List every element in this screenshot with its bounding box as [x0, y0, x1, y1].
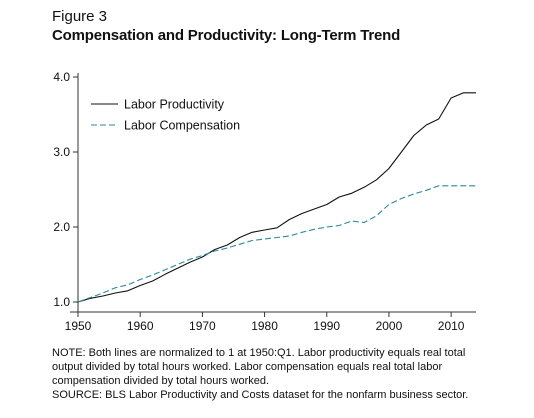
chart-axes: 1.0 2.0 3.0 4.0 1950 1960 1970 1980 1990 2000 2010 [53, 70, 476, 333]
x-tick-label: 2010 [438, 319, 465, 333]
y-tick-label: 1.0 [53, 295, 70, 309]
note-line: NOTE: Both lines are normalized to 1 at … [52, 347, 466, 359]
series-line-labor-compensation [77, 185, 476, 303]
source-line: SOURCE: BLS Labor Productivity and Costs… [52, 389, 469, 401]
legend-label: Labor Compensation [124, 119, 240, 133]
x-tick-label: 1980 [251, 319, 278, 333]
x-tick-label: 1970 [189, 319, 216, 333]
note-line: output divided by total hours worked. La… [52, 361, 443, 373]
y-tick-label: 2.0 [53, 220, 70, 234]
x-tick-label: 1990 [313, 319, 340, 333]
series-line-labor-productivity [77, 92, 476, 303]
y-tick-label: 4.0 [53, 70, 70, 84]
chart-title: Compensation and Productivity: Long-Term… [52, 27, 401, 44]
x-tick-label: 1960 [127, 319, 154, 333]
y-tick-label: 3.0 [53, 145, 70, 159]
chart-notes: NOTE: Both lines are normalized to 1 at … [52, 346, 522, 402]
chart-legend: Labor Productivity Labor Compensation [91, 98, 240, 133]
figure-label: Figure 3 [52, 8, 108, 25]
note-line: compensation divided by total hours work… [52, 375, 270, 387]
legend-label: Labor Productivity [124, 98, 225, 112]
chart-series [77, 92, 476, 303]
x-tick-label: 1950 [65, 319, 92, 333]
x-tick-label: 2000 [376, 319, 403, 333]
